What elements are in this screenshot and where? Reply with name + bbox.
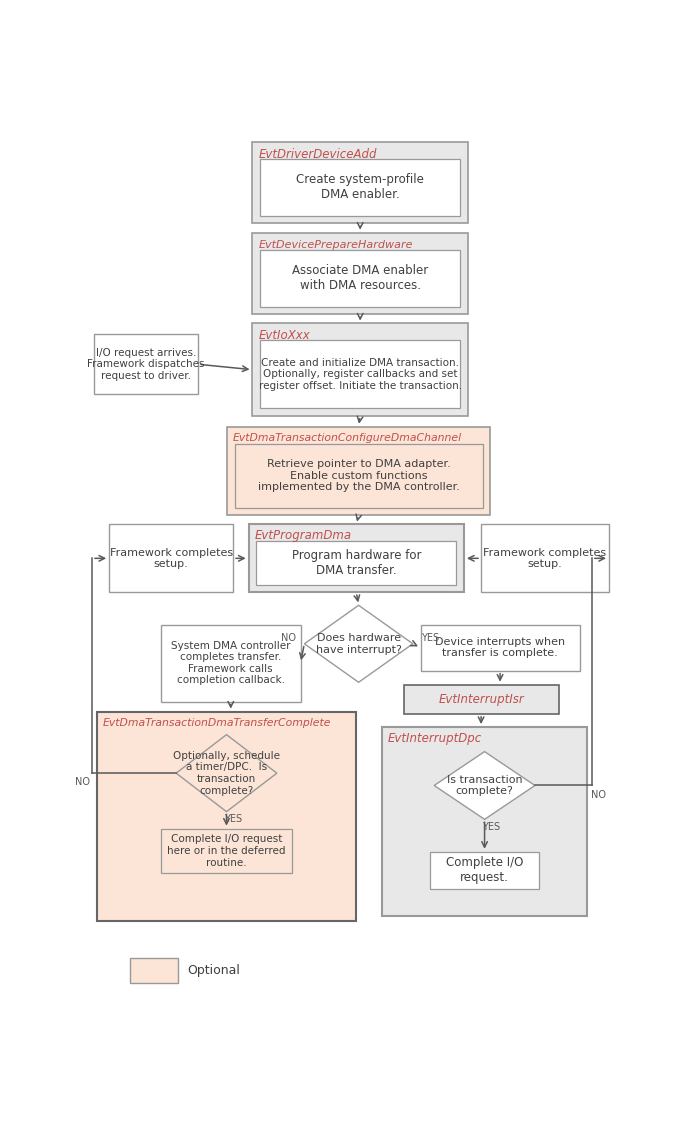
- FancyBboxPatch shape: [403, 685, 559, 714]
- Text: YES: YES: [482, 822, 500, 832]
- FancyBboxPatch shape: [252, 323, 468, 416]
- Text: Complete I/O request
here or in the deferred
routine.: Complete I/O request here or in the defe…: [167, 834, 286, 868]
- FancyBboxPatch shape: [249, 524, 464, 592]
- Text: EvtInterruptIsr: EvtInterruptIsr: [438, 693, 524, 706]
- FancyBboxPatch shape: [161, 828, 292, 873]
- FancyBboxPatch shape: [481, 524, 609, 592]
- Text: I/O request arrives.
Framework dispatches
request to driver.: I/O request arrives. Framework dispatche…: [87, 348, 205, 381]
- Text: Optional: Optional: [187, 964, 240, 976]
- Text: Framework completes
setup.: Framework completes setup.: [484, 548, 607, 570]
- FancyBboxPatch shape: [257, 541, 456, 584]
- Text: Optionally, schedule
a timer/DPC.  Is
transaction
complete?: Optionally, schedule a timer/DPC. Is tra…: [173, 750, 280, 796]
- Text: EvtDriverDeviceAdd: EvtDriverDeviceAdd: [259, 148, 377, 160]
- Text: EvtDmaTransactionDmaTransferComplete: EvtDmaTransactionDmaTransferComplete: [103, 718, 331, 728]
- Text: Is transaction
complete?: Is transaction complete?: [447, 775, 522, 797]
- Text: Complete I/O
request.: Complete I/O request.: [446, 857, 524, 884]
- FancyBboxPatch shape: [130, 958, 178, 983]
- FancyBboxPatch shape: [382, 727, 587, 915]
- FancyBboxPatch shape: [109, 524, 233, 592]
- Text: Retrieve pointer to DMA adapter.
Enable custom functions
implemented by the DMA : Retrieve pointer to DMA adapter. Enable …: [258, 459, 459, 493]
- Text: YES: YES: [421, 633, 439, 643]
- Text: Framework completes
setup.: Framework completes setup.: [110, 548, 233, 570]
- Text: EvtInterruptDpc: EvtInterruptDpc: [388, 732, 482, 745]
- Text: NO: NO: [591, 790, 605, 800]
- Text: NO: NO: [75, 777, 90, 788]
- FancyBboxPatch shape: [252, 141, 468, 224]
- Text: Associate DMA enabler
with DMA resources.: Associate DMA enabler with DMA resources…: [292, 264, 428, 292]
- FancyBboxPatch shape: [94, 334, 199, 394]
- FancyBboxPatch shape: [252, 233, 468, 314]
- FancyBboxPatch shape: [235, 444, 482, 507]
- Polygon shape: [176, 734, 277, 811]
- FancyBboxPatch shape: [260, 158, 460, 216]
- Polygon shape: [304, 606, 413, 683]
- Text: Create system-profile
DMA enabler.: Create system-profile DMA enabler.: [296, 173, 424, 201]
- Text: EvtDmaTransactionConfigureDmaChannel: EvtDmaTransactionConfigureDmaChannel: [233, 433, 462, 443]
- FancyBboxPatch shape: [161, 625, 301, 702]
- Text: Device interrupts when
transfer is complete.: Device interrupts when transfer is compl…: [435, 637, 565, 659]
- Polygon shape: [434, 751, 535, 819]
- Text: System DMA controller
completes transfer.
Framework calls
completion callback.: System DMA controller completes transfer…: [171, 641, 291, 686]
- FancyBboxPatch shape: [260, 250, 460, 306]
- FancyBboxPatch shape: [260, 340, 460, 408]
- Text: EvtDevicePrepareHardware: EvtDevicePrepareHardware: [259, 240, 413, 250]
- Text: EvtIoXxx: EvtIoXxx: [259, 329, 310, 341]
- Text: NO: NO: [282, 633, 296, 643]
- Text: YES: YES: [224, 815, 242, 825]
- FancyBboxPatch shape: [227, 427, 491, 515]
- Text: Does hardware
have interrupt?: Does hardware have interrupt?: [316, 633, 401, 654]
- Text: Create and initialize DMA transaction.
Optionally, register callbacks and set
re: Create and initialize DMA transaction. O…: [259, 358, 462, 391]
- FancyBboxPatch shape: [421, 625, 579, 671]
- Text: EvtProgramDma: EvtProgramDma: [254, 530, 352, 542]
- FancyBboxPatch shape: [96, 712, 356, 921]
- Text: Program hardware for
DMA transfer.: Program hardware for DMA transfer.: [291, 549, 421, 577]
- FancyBboxPatch shape: [431, 852, 539, 888]
